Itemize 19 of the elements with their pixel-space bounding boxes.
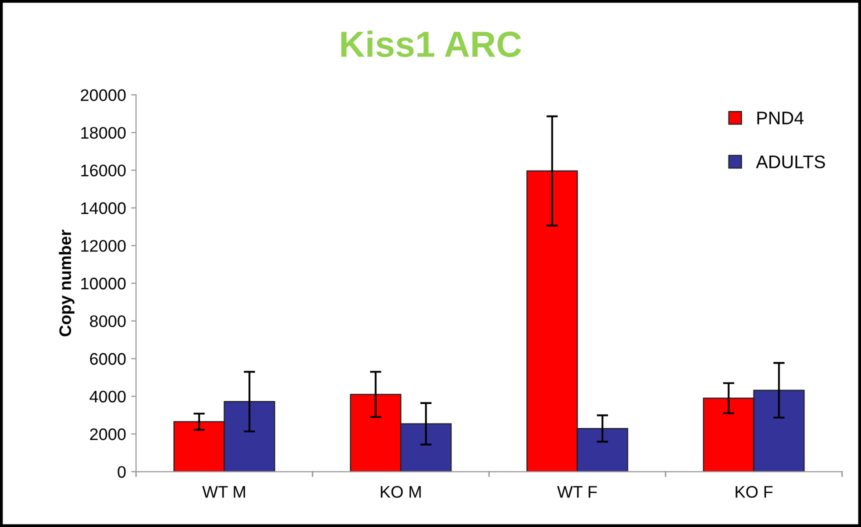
- y-tick-label: 12000: [81, 240, 126, 252]
- x-tick-label: WT M: [202, 486, 245, 498]
- y-tick-label: 8000: [90, 315, 126, 328]
- y-tick-label: 2000: [90, 428, 126, 440]
- x-tick-label: KO M: [380, 486, 421, 498]
- y-tick-label: 10000: [81, 278, 126, 290]
- legend-label: PND4: [757, 112, 804, 124]
- y-axis-title: Copy number: [58, 230, 74, 336]
- y-tick-label: 6000: [90, 353, 126, 365]
- y-tick-label: 4000: [90, 390, 126, 403]
- y-tick-label: 14000: [81, 202, 126, 214]
- x-tick-label: WT F: [557, 486, 597, 498]
- chart-title: Kiss1 ARC: [341, 30, 522, 58]
- y-tick-label: 16000: [81, 164, 126, 176]
- y-tick-label: 18000: [81, 126, 126, 139]
- legend-label: ADULTS: [756, 156, 825, 168]
- y-tick-label: 20000: [80, 89, 126, 102]
- y-tick-label: 0: [118, 466, 126, 478]
- x-tick-label: KO F: [736, 486, 773, 498]
